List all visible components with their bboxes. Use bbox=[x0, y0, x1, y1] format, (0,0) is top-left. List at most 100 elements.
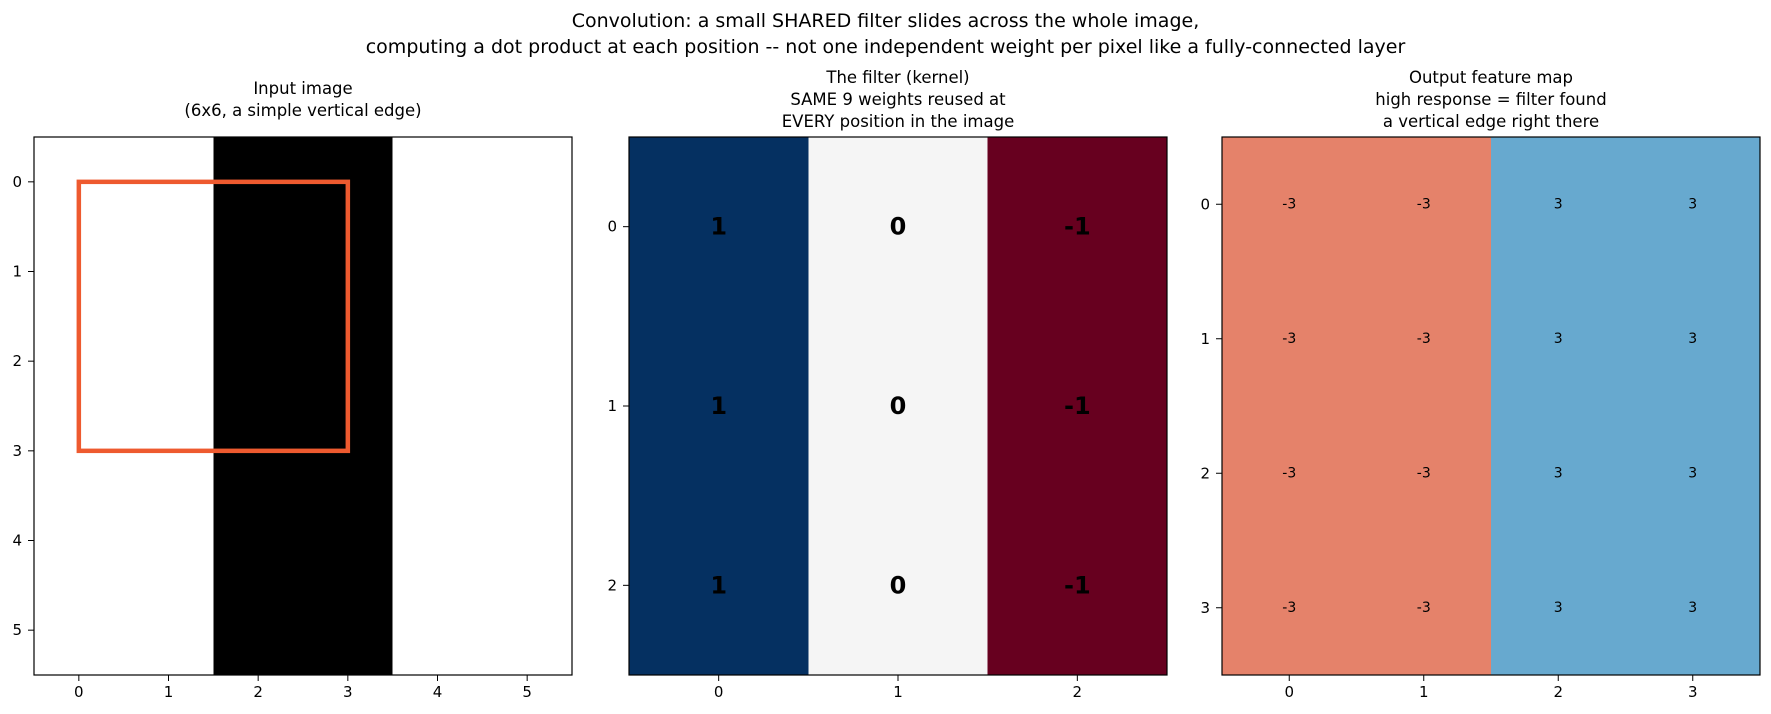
panel-3-frame bbox=[1221, 136, 1761, 676]
panel-1-title-line-2: (6x6, a simple vertical edge) bbox=[184, 101, 422, 120]
panel-1-title: Input image (6x6, a simple vertical edge… bbox=[34, 78, 572, 122]
panel-3-y-tick-label-0: 0 bbox=[1200, 195, 1210, 213]
panel-2-cell-label-r1-c2: -1 bbox=[1064, 392, 1091, 420]
panel-2-cell-label-r2-c2: -1 bbox=[1064, 571, 1091, 599]
panel-1-x-tick-label-2: 2 bbox=[253, 683, 263, 701]
panel-2-x-tick-label-1: 1 bbox=[893, 683, 903, 701]
panel-3-cell-label-r2-c0: -3 bbox=[1282, 465, 1296, 481]
panel-1-x-tick-label-0: 0 bbox=[74, 683, 84, 701]
panel-3-cell-label-r2-c3: 3 bbox=[1688, 465, 1697, 481]
panel-3-cell-label-r3-c2: 3 bbox=[1554, 600, 1563, 616]
panel-3-cell-r2-c3 bbox=[1625, 406, 1761, 541]
output-feature-map-panel: -3 -3 3 3 -3 -3 3 3 -3 -3 3 3 -3 -3 3 3 0 1 2 3 0 1 2 3 bbox=[1200, 136, 1761, 701]
panel-3-cell-r1-c1 bbox=[1356, 271, 1492, 407]
panel-2-x-tick-label-2: 2 bbox=[1073, 683, 1083, 701]
panel-3-cell-label-r0-c1: -3 bbox=[1417, 196, 1431, 212]
panel-1-cell-r5-c0 bbox=[34, 585, 125, 676]
panel-1-cell-r5-c2 bbox=[213, 585, 304, 676]
panel-1-cell-r5-c1 bbox=[123, 585, 214, 676]
panel-1-cell-r4-c0 bbox=[34, 495, 125, 586]
panel-1-cell-r0-c5 bbox=[482, 137, 573, 228]
sliding-window-highlight-box bbox=[76, 179, 351, 454]
panel-1-cell-r1-c4 bbox=[392, 226, 483, 317]
panel-1-cell-r2-c5 bbox=[482, 316, 573, 407]
panel-2-title: The filter (kernel) SAME 9 weights reuse… bbox=[629, 67, 1167, 133]
panel-3-x-tick-label-0: 0 bbox=[1284, 683, 1294, 701]
panel-3-cell-label-r0-c0: -3 bbox=[1282, 196, 1296, 212]
panel-3-cell-r1-c3 bbox=[1625, 271, 1761, 407]
panel-3-cell-label-r3-c1: -3 bbox=[1417, 600, 1431, 616]
panel-2-title-line-1: The filter (kernel) bbox=[826, 68, 970, 87]
panel-2-cell-label-r0-c2: -1 bbox=[1064, 213, 1091, 241]
suptitle-line-2: computing a dot product at each position… bbox=[365, 36, 1406, 58]
suptitle-line-1: Convolution: a small SHARED filter slide… bbox=[571, 10, 1200, 32]
panel-2-cell-r2-c1 bbox=[808, 495, 989, 676]
panel-3-cell-r0-c0 bbox=[1222, 137, 1357, 272]
panel-3-title-line-3: a vertical edge right there bbox=[1382, 112, 1600, 131]
panel-1-x-tick-label-4: 4 bbox=[433, 683, 443, 701]
panel-1-y-tick-label-5: 5 bbox=[12, 621, 22, 639]
panel-3-cell-label-r1-c1: -3 bbox=[1417, 331, 1431, 347]
panel-1-cell-r2-c2 bbox=[213, 316, 304, 407]
panel-2-y-tick-label-0: 0 bbox=[607, 218, 617, 236]
panel-3-title: Output feature map high response = filte… bbox=[1222, 67, 1760, 133]
panel-1-y-tick-label-0: 0 bbox=[12, 173, 22, 191]
panel-2-cell-r2-c0 bbox=[629, 495, 809, 676]
panel-3-cell-label-r0-c2: 3 bbox=[1554, 196, 1563, 212]
panel-2-cell-r1-c2 bbox=[987, 316, 1168, 497]
panel-3-cell-label-r3-c0: -3 bbox=[1282, 600, 1296, 616]
panel-3-cell-r3-c0 bbox=[1222, 540, 1357, 676]
panel-1-cell-r4-c4 bbox=[392, 495, 483, 586]
panel-2-cell-label-r1-c1: 0 bbox=[890, 392, 907, 420]
panel-2-y-tick-label-1: 1 bbox=[607, 397, 617, 415]
panel-1-frame bbox=[33, 136, 573, 676]
panel-2-cell-label-r0-c0: 1 bbox=[710, 213, 727, 241]
panel-3-cell-r2-c0 bbox=[1222, 406, 1357, 541]
panel-3-cell-r1-c0 bbox=[1222, 271, 1357, 407]
panel-3-x-tick-label-1: 1 bbox=[1419, 683, 1429, 701]
figure-suptitle: Convolution: a small SHARED filter slide… bbox=[0, 8, 1771, 60]
panel-2-cell-r1-c0 bbox=[629, 316, 809, 497]
panel-3-cell-label-r0-c3: 3 bbox=[1688, 196, 1697, 212]
panel-1-cell-r0-c4 bbox=[392, 137, 483, 228]
panel-3-cell-r3-c2 bbox=[1491, 540, 1626, 676]
panel-1-cell-r3-c5 bbox=[482, 406, 573, 497]
panel-1-cell-r5-c4 bbox=[392, 585, 483, 676]
panel-3-cell-label-r2-c1: -3 bbox=[1417, 465, 1431, 481]
panel-2-cell-r0-c1 bbox=[808, 137, 989, 317]
panel-3-title-line-2: high response = filter found bbox=[1375, 90, 1607, 109]
panel-1-y-tick-label-3: 3 bbox=[12, 442, 22, 460]
panel-3-cell-r0-c3 bbox=[1625, 137, 1761, 272]
panel-1-cell-r3-c4 bbox=[392, 406, 483, 497]
panel-3-title-line-1: Output feature map bbox=[1408, 68, 1574, 87]
panel-3-y-tick-label-1: 1 bbox=[1200, 330, 1210, 348]
panel-1-x-tick-label-1: 1 bbox=[164, 683, 174, 701]
panel-2-y-tick-label-2: 2 bbox=[607, 576, 617, 594]
panel-1-cell-r2-c4 bbox=[392, 316, 483, 407]
panel-1-x-tick-label-3: 3 bbox=[343, 683, 353, 701]
panel-2-cell-label-r0-c1: 0 bbox=[890, 213, 907, 241]
panel-1-cell-r4-c5 bbox=[482, 495, 573, 586]
panel-1-y-tick-label-1: 1 bbox=[12, 263, 22, 281]
panel-3-x-tick-label-2: 2 bbox=[1553, 683, 1563, 701]
panel-1-cell-r5-c5 bbox=[482, 585, 573, 676]
panel-3-cell-label-r2-c2: 3 bbox=[1554, 465, 1563, 481]
panel-3-y-tick-label-3: 3 bbox=[1200, 599, 1210, 617]
panel-3-cell-label-r1-c0: -3 bbox=[1282, 331, 1296, 347]
panel-1-cell-r5-c3 bbox=[303, 585, 394, 676]
panel-1-cell-r2-c1 bbox=[123, 316, 214, 407]
panel-3-x-tick-label-3: 3 bbox=[1688, 683, 1698, 701]
panel-2-cell-label-r2-c0: 1 bbox=[710, 571, 727, 599]
panel-2-cell-r0-c0 bbox=[629, 137, 809, 317]
panel-3-cell-r0-c2 bbox=[1491, 137, 1626, 272]
panel-3-cell-label-r3-c3: 3 bbox=[1688, 600, 1697, 616]
panel-2-title-line-3: EVERY position in the image bbox=[781, 112, 1015, 131]
panel-1-y-tick-label-2: 2 bbox=[12, 352, 22, 370]
panel-3-cell-label-r1-c2: 3 bbox=[1554, 331, 1563, 347]
panel-1-cell-r4-c2 bbox=[213, 495, 304, 586]
panel-2-cell-r1-c1 bbox=[808, 316, 989, 497]
panel-1-cell-r1-c5 bbox=[482, 226, 573, 317]
panel-1-cell-r4-c1 bbox=[123, 495, 214, 586]
panel-1-title-line-1: Input image bbox=[253, 79, 353, 98]
panel-2-title-line-2: SAME 9 weights reused at bbox=[790, 90, 1006, 109]
